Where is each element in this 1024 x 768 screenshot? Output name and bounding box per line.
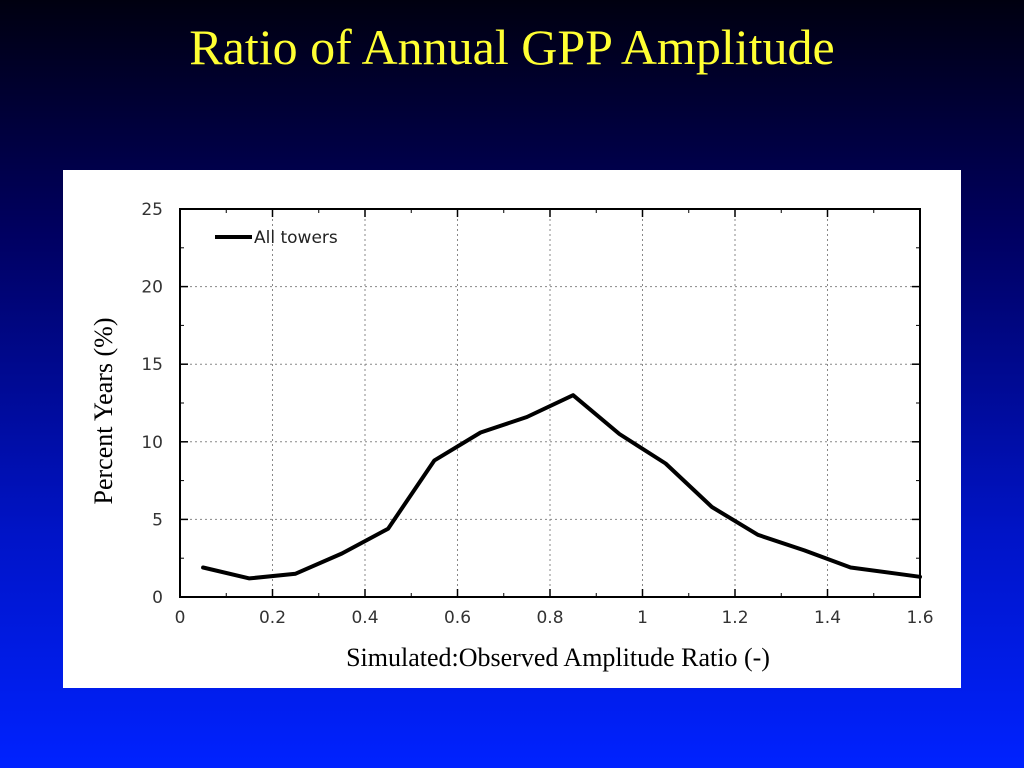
y-tick-label: 10 xyxy=(141,433,163,453)
x-tick-label: 0.8 xyxy=(536,608,563,628)
y-tick-label: 0 xyxy=(152,588,163,608)
slide-title: Ratio of Annual GPP Amplitude xyxy=(189,19,835,75)
series-line-all-towers xyxy=(201,393,922,581)
x-tick-label: 1.2 xyxy=(721,608,748,628)
y-axis-label: Percent Years (%) xyxy=(89,317,118,505)
y-tick-label: 15 xyxy=(141,355,163,375)
legend-label: All towers xyxy=(254,228,338,248)
x-tick-label: 1 xyxy=(637,608,648,628)
x-tick-label: 0 xyxy=(175,608,186,628)
plot-frame xyxy=(179,208,921,598)
series-layer xyxy=(201,393,922,581)
chart-panel: 0 0.2 0.4 0.6 0.8 1 1.2 1.4 1.6 0 5 10 15 20 25 All to… xyxy=(63,170,961,688)
y-tick-label: 5 xyxy=(152,510,163,530)
x-tick-label: 0.2 xyxy=(259,608,286,628)
x-axis-label: Simulated:Observed Amplitude Ratio (-) xyxy=(346,643,770,672)
grid-lines xyxy=(180,209,920,597)
y-tick-label: 25 xyxy=(141,200,163,220)
line-chart: 0 0.2 0.4 0.6 0.8 1 1.2 1.4 1.6 0 5 10 15 20 25 All to… xyxy=(141,200,933,628)
x-tick-label: 1.4 xyxy=(814,608,841,628)
legend: All towers xyxy=(215,228,338,248)
x-tick-label: 0.6 xyxy=(444,608,471,628)
x-tick-label: 1.6 xyxy=(906,608,933,628)
y-tick-label: 20 xyxy=(141,278,163,298)
axis-ticks: 0 0.2 0.4 0.6 0.8 1 1.2 1.4 1.6 0 5 10 15 20 25 xyxy=(141,200,933,628)
x-tick-label: 0.4 xyxy=(351,608,378,628)
